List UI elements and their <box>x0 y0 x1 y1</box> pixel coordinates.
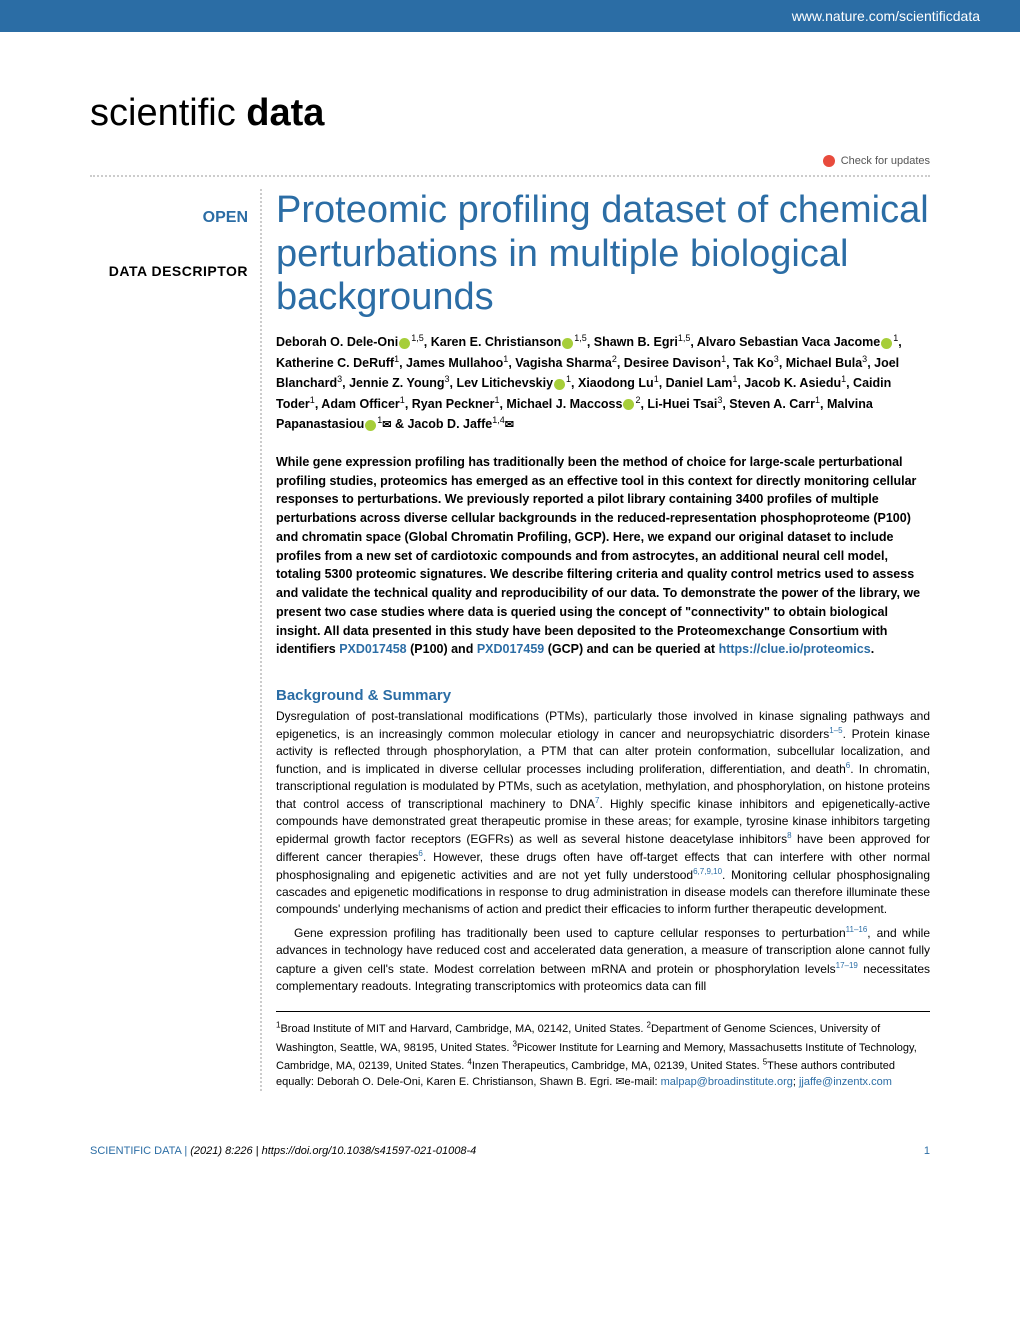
envelope-icon: ✉ <box>505 419 514 431</box>
check-updates-icon[interactable] <box>823 155 835 167</box>
abstract-mid: (P100) and <box>407 642 477 656</box>
corresponding-email-1[interactable]: malpap@broadinstitute.org <box>661 1076 793 1088</box>
page-footer: SCIENTIFIC DATA | (2021) 8:226 | https:/… <box>0 1121 1020 1177</box>
main-content: OPEN DATA DESCRIPTOR Proteomic profiling… <box>0 189 1020 1091</box>
orcid-icon[interactable] <box>562 338 573 349</box>
abstract-text: While gene expression profiling has trad… <box>276 455 920 657</box>
pxd-link-2[interactable]: PXD017459 <box>477 642 544 656</box>
footer-sep: | <box>181 1145 190 1157</box>
orcid-icon[interactable] <box>365 420 376 431</box>
check-updates-label[interactable]: Check for updates <box>841 155 930 167</box>
paragraph-2: Gene expression profiling has traditiona… <box>276 924 930 994</box>
corresponding-email-2[interactable]: jjaffe@inzentx.com <box>799 1076 892 1088</box>
abstract: While gene expression profiling has trad… <box>276 453 930 659</box>
paragraph-1: Dysregulation of post-translational modi… <box>276 708 930 918</box>
orcid-icon[interactable] <box>623 399 634 410</box>
left-column: OPEN DATA DESCRIPTOR <box>90 189 260 1091</box>
section-heading-background: Background & Summary <box>276 687 930 704</box>
footer-journal: SCIENTIFIC DATA <box>90 1145 181 1157</box>
abstract-tail: (GCP) and can be queried at <box>544 642 718 656</box>
affiliations: 1Broad Institute of MIT and Harvard, Cam… <box>276 1011 930 1092</box>
article-column: Proteomic profiling dataset of chemical … <box>260 189 930 1091</box>
site-header: www.nature.com/scientificdata <box>0 0 1020 32</box>
divider-top <box>90 175 930 177</box>
orcid-icon[interactable] <box>881 338 892 349</box>
footer-doi: (2021) 8:226 | https://doi.org/10.1038/s… <box>190 1145 476 1157</box>
clue-link[interactable]: https://clue.io/proteomics <box>719 642 871 656</box>
abstract-end: . <box>871 642 874 656</box>
journal-name-bold: data <box>246 92 324 134</box>
orcid-icon[interactable] <box>554 379 565 390</box>
journal-logo: scientific data <box>0 92 1020 155</box>
orcid-icon[interactable] <box>399 338 410 349</box>
article-type: DATA DESCRIPTOR <box>90 263 248 279</box>
journal-name-light: scientific <box>90 92 246 134</box>
footer-citation: SCIENTIFIC DATA | (2021) 8:226 | https:/… <box>90 1145 476 1157</box>
author-list: Deborah O. Dele-Oni1,5, Karen E. Christi… <box>276 332 930 435</box>
check-updates-row: Check for updates <box>0 155 1020 175</box>
article-title: Proteomic profiling dataset of chemical … <box>276 189 930 320</box>
envelope-icon: ✉ <box>382 419 391 431</box>
page-number: 1 <box>924 1145 930 1157</box>
pxd-link-1[interactable]: PXD017458 <box>339 642 406 656</box>
open-access-badge: OPEN <box>90 189 248 227</box>
site-url[interactable]: www.nature.com/scientificdata <box>792 8 980 24</box>
